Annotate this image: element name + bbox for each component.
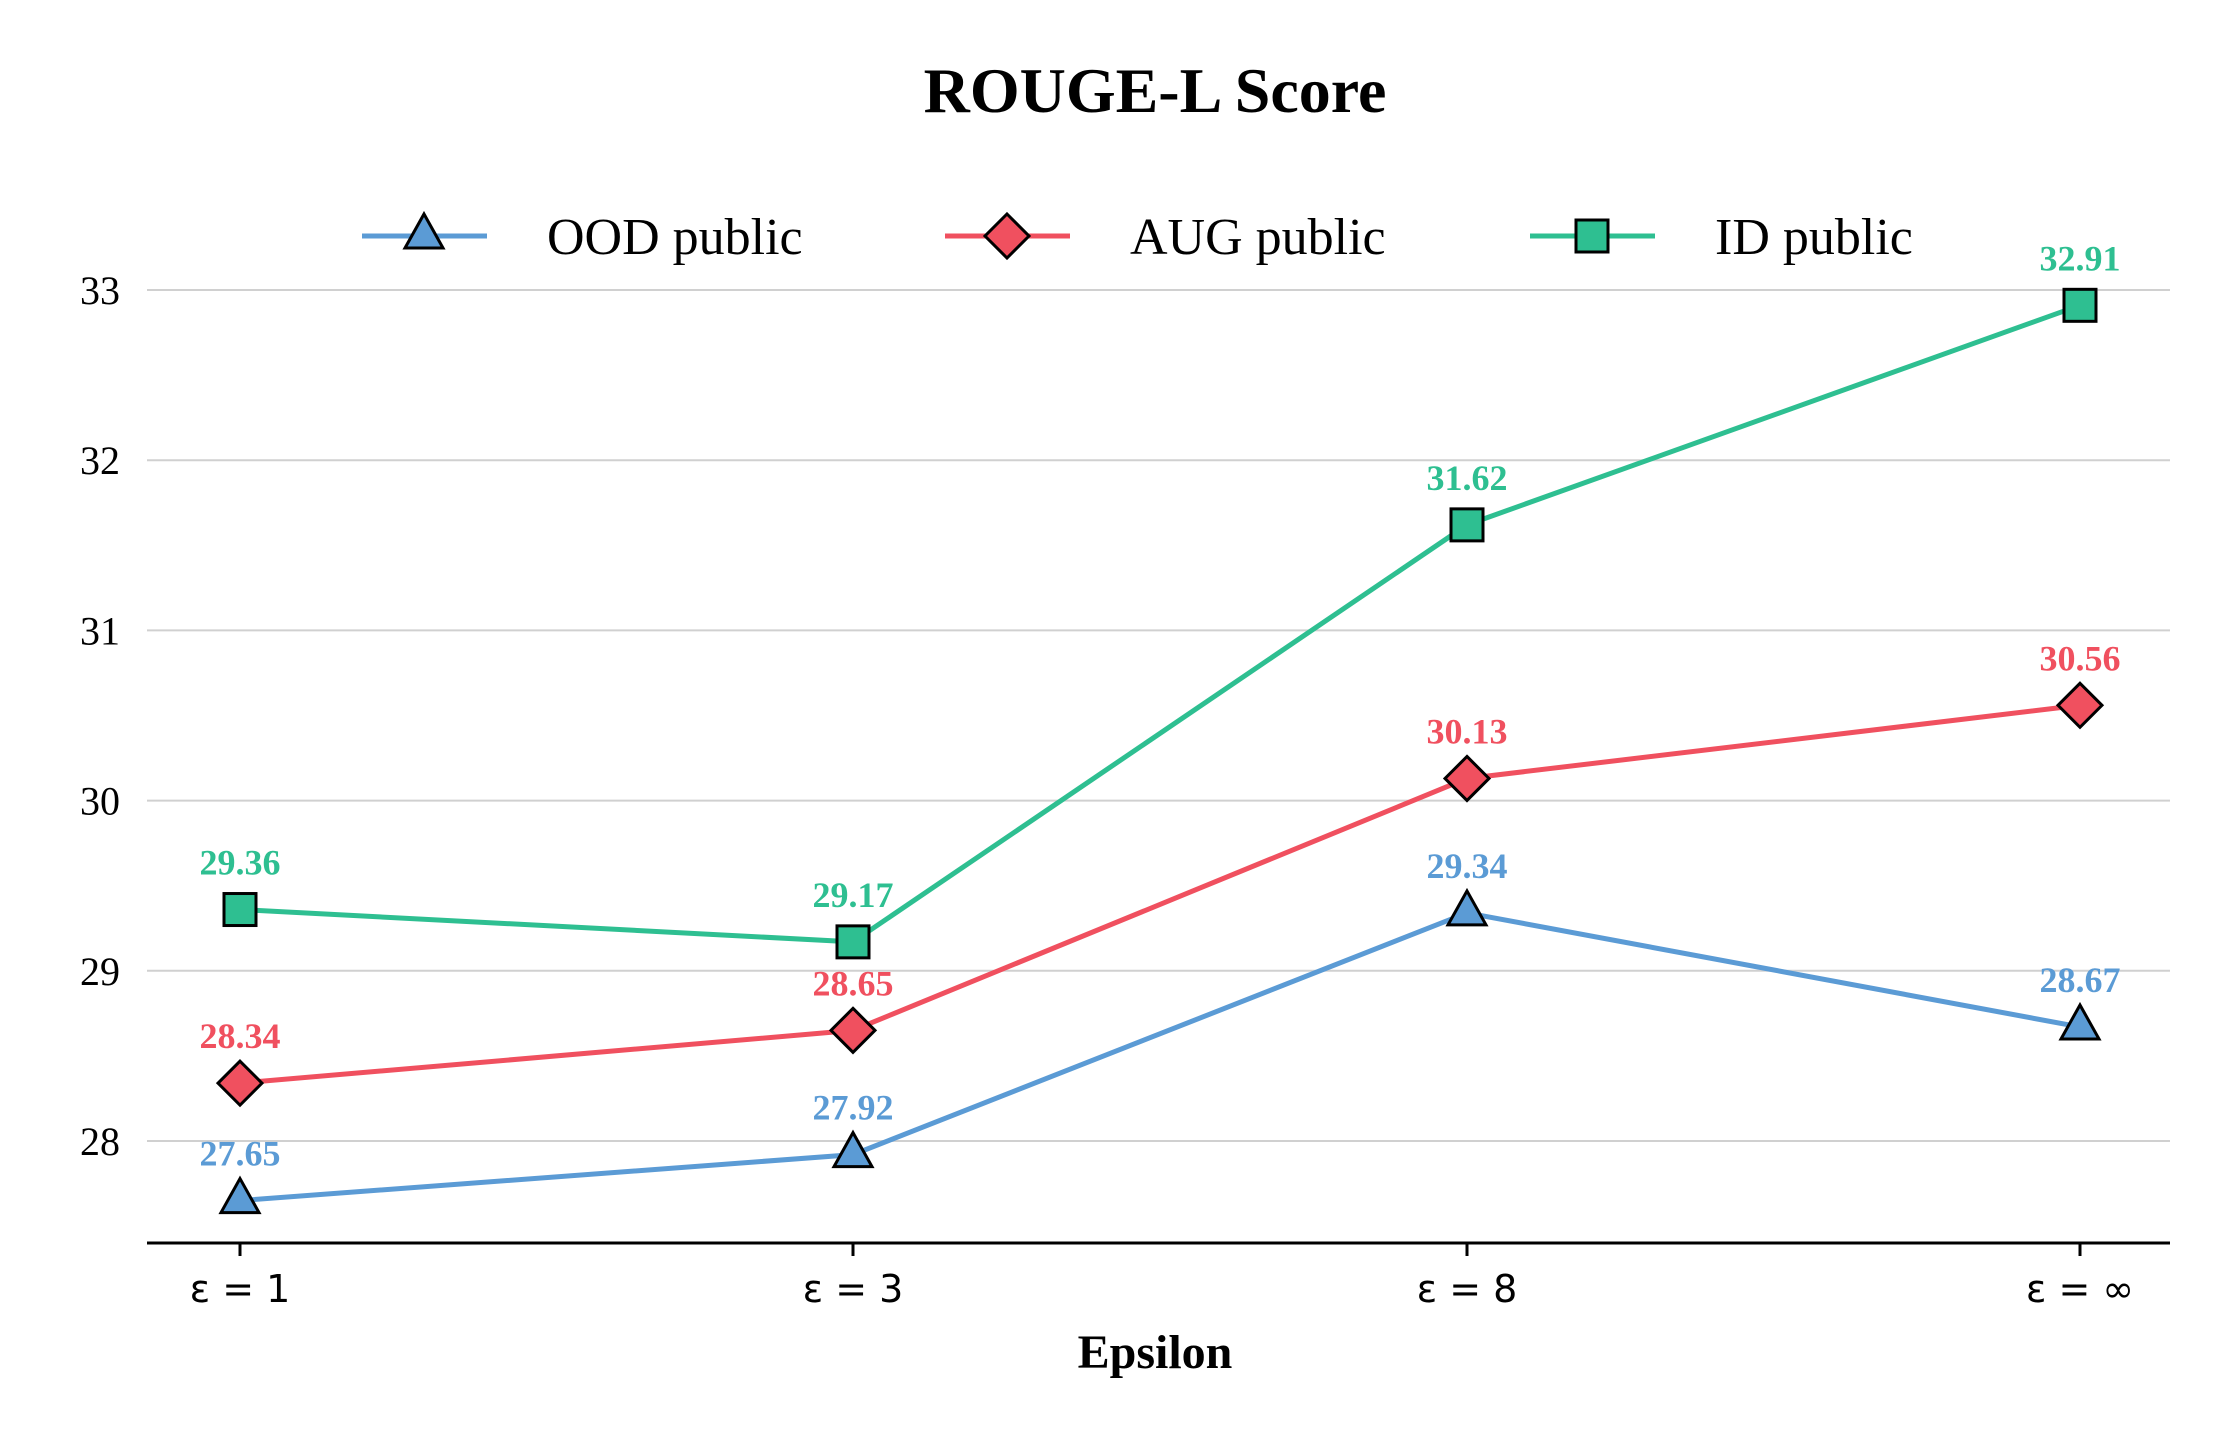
series-line-aug-public: [239, 702, 2081, 1086]
y-axis-ticks: 28 29 30 31 32 33: [80, 268, 120, 1164]
data-point-aug-public: [828, 1006, 878, 1055]
x-tick-label: ε = 1: [190, 1267, 291, 1311]
data-label-ood-public: 27.65: [200, 1134, 281, 1174]
series-lines: [239, 302, 2081, 1204]
y-tick-label: 29: [80, 949, 120, 994]
y-tick-label: 33: [80, 268, 120, 313]
series-line-ood-public: [239, 910, 2081, 1204]
chart-title: ROUGE-L Score: [924, 55, 1387, 126]
y-tick-label: 28: [80, 1119, 120, 1164]
data-label-aug-public: 28.34: [200, 1016, 281, 1056]
y-tick-label: 30: [80, 779, 120, 824]
series-markers: [215, 287, 2105, 1215]
data-point-ood-public: [2058, 1001, 2102, 1041]
legend-marker-ood-public: [402, 210, 446, 250]
x-axis-ticks: ε = 1 ε = 3 ε = 8 ε = ∞: [190, 1243, 2134, 1311]
data-point-aug-public: [2055, 681, 2105, 730]
gridlines: [147, 289, 2170, 1142]
legend-marker-id-public: [1574, 218, 1610, 254]
data-label-ood-public: 29.34: [1427, 846, 1508, 886]
data-label-ood-public: 28.67: [2040, 960, 2121, 1000]
data-point-aug-public: [1442, 754, 1492, 803]
legend: OOD public AUG public ID public: [362, 209, 1913, 266]
data-point-id-public: [835, 924, 871, 960]
data-label-aug-public: 30.56: [2040, 638, 2121, 678]
legend-marker-aug-public: [982, 211, 1032, 261]
data-label-id-public: 29.17: [813, 875, 894, 915]
y-tick-label: 31: [80, 608, 120, 653]
x-tick-label: ε = 8: [1417, 1267, 1518, 1311]
x-tick-label: ε = ∞: [2026, 1267, 2134, 1311]
data-labels: 27.65 27.92 29.34 28.67 28.34 28.65 30.13 30.56…: [200, 238, 2121, 1173]
data-point-id-public: [222, 892, 258, 928]
data-point-ood-public: [1445, 887, 1489, 927]
data-label-id-public: 31.62: [1427, 458, 1508, 498]
y-tick-label: 32: [80, 438, 120, 483]
data-label-id-public: 29.36: [200, 843, 281, 883]
data-point-ood-public: [831, 1129, 875, 1169]
data-label-aug-public: 28.65: [813, 963, 894, 1003]
x-axis-title: Epsilon: [1078, 1326, 1233, 1379]
data-point-ood-public: [218, 1175, 262, 1215]
legend-label-aug-public: AUG public: [1130, 209, 1386, 266]
series-line-id-public: [239, 302, 2081, 945]
data-point-id-public: [1449, 507, 1485, 543]
x-tick-label: ε = 3: [803, 1267, 904, 1311]
legend-label-ood-public: OOD public: [547, 209, 803, 266]
data-point-id-public: [2062, 287, 2098, 323]
data-label-ood-public: 27.92: [813, 1088, 894, 1128]
data-label-id-public: 32.91: [2040, 238, 2121, 278]
legend-label-id-public: ID public: [1715, 209, 1913, 266]
data-point-aug-public: [215, 1059, 265, 1108]
data-label-aug-public: 30.13: [1427, 711, 1508, 751]
